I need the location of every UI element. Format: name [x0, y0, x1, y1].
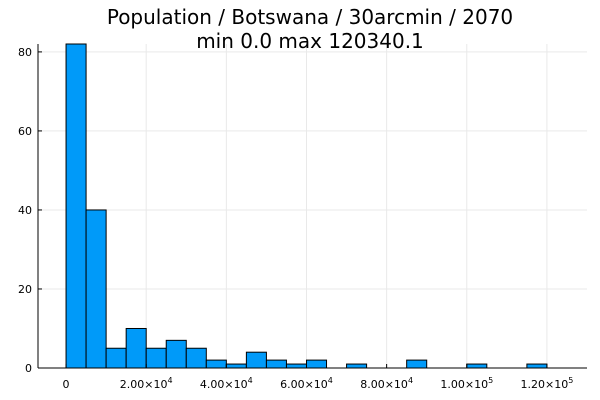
- x-tick-label-4: 8.00×104: [360, 376, 413, 391]
- title-line-2: min 0.0 max 120340.1: [196, 29, 424, 53]
- x-tick-label-1: 2.00×104: [120, 376, 173, 391]
- y-tick-label-4: 80: [18, 46, 32, 59]
- title-line-1: Population / Botswana / 30arcmin / 2070: [107, 5, 513, 29]
- histogram-bar-1: [85, 209, 107, 369]
- histogram-bar-23: [526, 363, 548, 369]
- histogram-bar-11: [285, 363, 307, 369]
- y-tick-label-1: 20: [18, 283, 32, 296]
- x-tick-label-0: 0: [63, 378, 70, 391]
- histogram-bar-10: [265, 359, 287, 369]
- histogram-bar-12: [305, 359, 328, 369]
- histogram-bar-8: [225, 363, 247, 369]
- histogram-bar-14: [346, 363, 368, 369]
- x-tick-label-5: 1.00×105: [440, 376, 493, 391]
- histogram-bar-4: [145, 347, 167, 369]
- chart-title: Population / Botswana / 30arcmin / 2070 …: [107, 5, 513, 53]
- x-tick-label-2: 4.00×104: [200, 376, 253, 391]
- y-tick-label-3: 60: [18, 125, 32, 138]
- histogram-bar-7: [205, 359, 227, 369]
- tick-labels: 0 2.00×104 4.00×104 6.00×104 8.00×104 1.00×10…: [18, 46, 573, 391]
- histogram-bar-6: [185, 347, 207, 369]
- histogram-bar-5: [165, 339, 187, 369]
- x-tick-label-6: 1.20×105: [521, 376, 574, 391]
- histogram-bar-2: [105, 347, 127, 369]
- histogram-bar-20: [466, 363, 488, 369]
- x-tick-label-3: 6.00×104: [280, 376, 333, 391]
- histogram-bar-0: [65, 43, 87, 369]
- y-tick-label-2: 40: [18, 204, 32, 217]
- y-tick-label-0: 0: [25, 362, 32, 375]
- axes: [37, 44, 587, 369]
- histogram-bar-9: [245, 351, 267, 369]
- grid: [38, 44, 587, 369]
- bars: [65, 43, 548, 369]
- histogram-bar-3: [125, 327, 147, 369]
- histogram-bar-17: [406, 359, 428, 369]
